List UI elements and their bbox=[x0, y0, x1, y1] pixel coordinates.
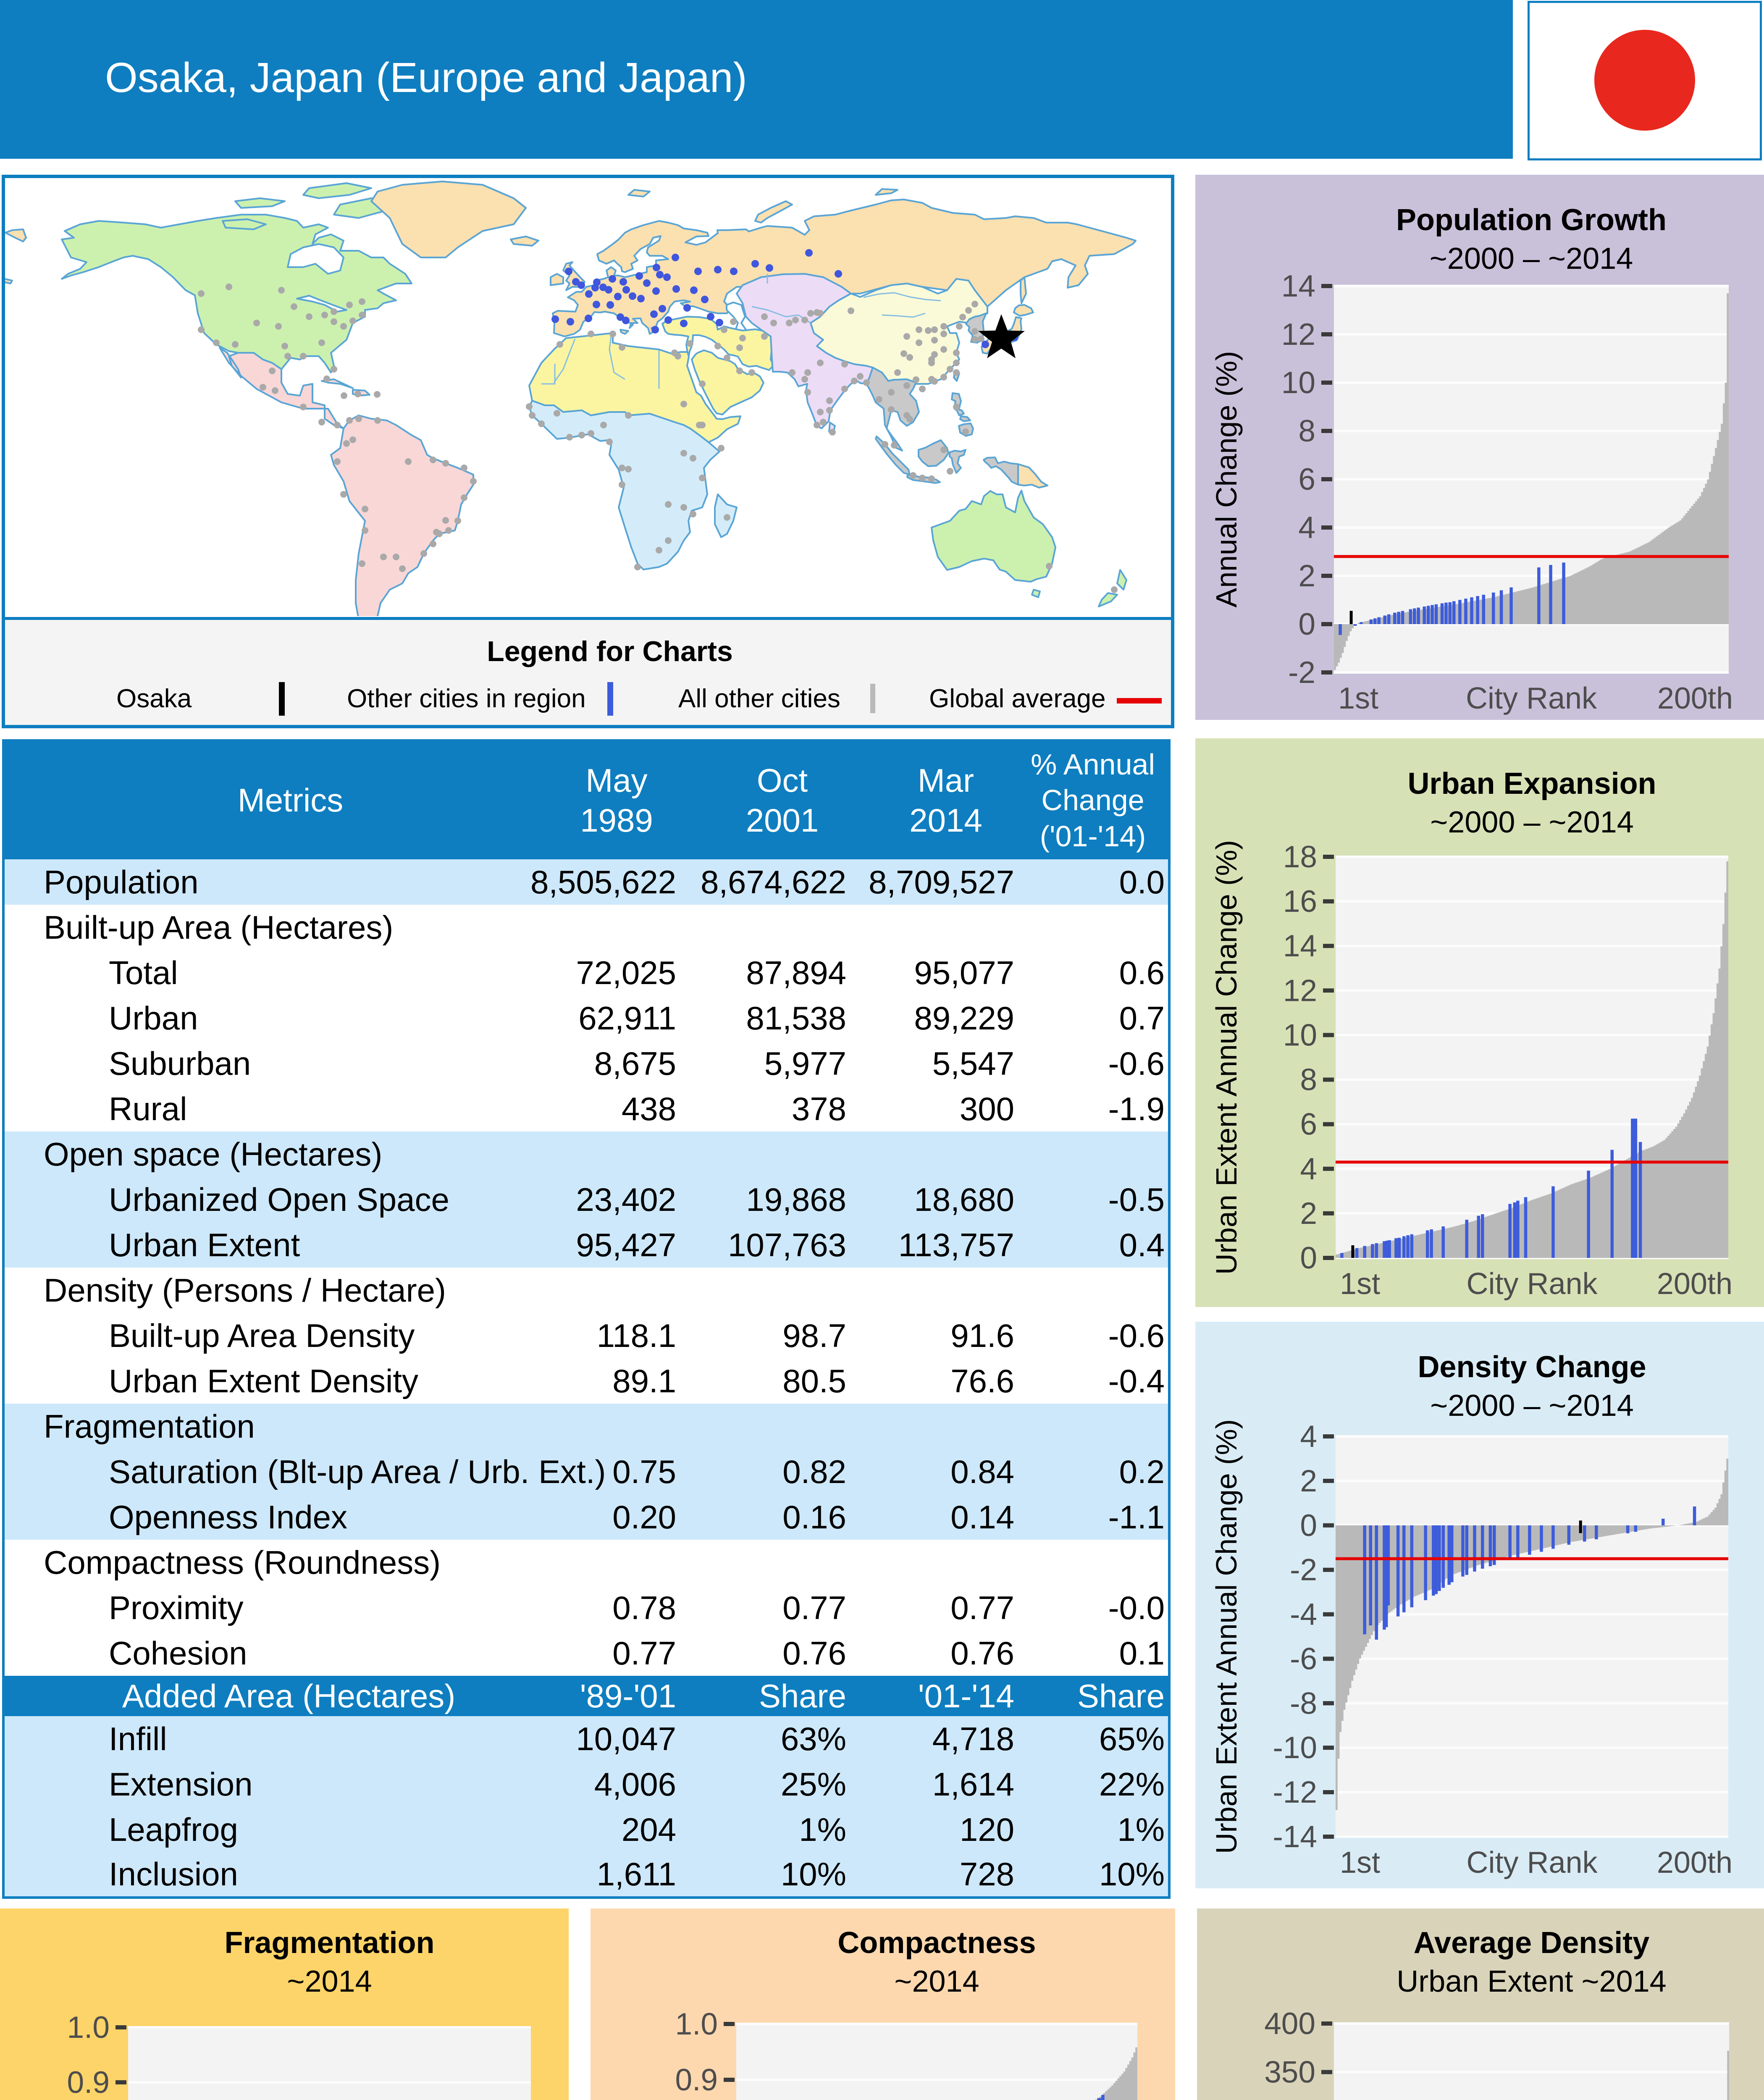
svg-text:~2014: ~2014 bbox=[894, 1965, 979, 1998]
svg-text:City Rank: City Rank bbox=[1466, 1846, 1598, 1880]
svg-text:-10: -10 bbox=[1273, 1731, 1317, 1765]
svg-text:12: 12 bbox=[1281, 318, 1315, 352]
svg-text:200th: 200th bbox=[1657, 682, 1733, 715]
svg-text:Fragmentation: Fragmentation bbox=[224, 1926, 434, 1960]
svg-text:2: 2 bbox=[1298, 559, 1315, 593]
svg-text:0: 0 bbox=[1300, 1241, 1317, 1275]
svg-text:10: 10 bbox=[1281, 366, 1315, 400]
svg-text:10: 10 bbox=[1283, 1018, 1317, 1052]
svg-text:Urban Extent Annual Change (%): Urban Extent Annual Change (%) bbox=[1210, 1419, 1243, 1854]
svg-text:~2000 – ~2014: ~2000 – ~2014 bbox=[1430, 242, 1633, 276]
svg-text:-6: -6 bbox=[1290, 1642, 1317, 1676]
svg-text:200th: 200th bbox=[1657, 1846, 1732, 1880]
svg-text:Urban Extent Annual Change (%): Urban Extent Annual Change (%) bbox=[1210, 840, 1243, 1275]
svg-text:0: 0 bbox=[1298, 607, 1315, 641]
svg-text:4: 4 bbox=[1300, 1152, 1317, 1186]
svg-text:4: 4 bbox=[1300, 1420, 1317, 1454]
svg-text:14: 14 bbox=[1281, 269, 1315, 303]
svg-text:-2: -2 bbox=[1290, 1553, 1317, 1587]
svg-text:Average Density: Average Density bbox=[1414, 1926, 1650, 1960]
svg-text:-8: -8 bbox=[1290, 1686, 1317, 1720]
svg-text:Urban Extent ~2014: Urban Extent ~2014 bbox=[1396, 1965, 1666, 1998]
svg-text:16: 16 bbox=[1283, 885, 1317, 919]
svg-text:1.0: 1.0 bbox=[675, 2007, 718, 2041]
svg-text:City Rank: City Rank bbox=[1466, 682, 1597, 715]
svg-text:4: 4 bbox=[1298, 511, 1315, 545]
svg-text:1st: 1st bbox=[1338, 682, 1378, 715]
svg-text:-2: -2 bbox=[1288, 656, 1315, 690]
svg-text:~2000 – ~2014: ~2000 – ~2014 bbox=[1430, 806, 1634, 839]
svg-text:12: 12 bbox=[1283, 974, 1317, 1008]
svg-text:-4: -4 bbox=[1290, 1598, 1317, 1632]
svg-text:1.0: 1.0 bbox=[67, 2011, 110, 2045]
svg-text:14: 14 bbox=[1283, 929, 1317, 963]
svg-text:Compactness: Compactness bbox=[837, 1926, 1036, 1960]
svg-text:Density Change: Density Change bbox=[1418, 1350, 1646, 1384]
svg-text:Population Growth: Population Growth bbox=[1396, 203, 1667, 237]
svg-text:2: 2 bbox=[1300, 1197, 1317, 1231]
svg-text:~2000 – ~2014: ~2000 – ~2014 bbox=[1430, 1389, 1634, 1423]
svg-text:200th: 200th bbox=[1657, 1267, 1732, 1301]
svg-text:-14: -14 bbox=[1273, 1820, 1317, 1854]
svg-text:1st: 1st bbox=[1340, 1846, 1380, 1880]
svg-text:400: 400 bbox=[1264, 2007, 1315, 2041]
svg-text:350: 350 bbox=[1264, 2055, 1315, 2090]
svg-text:8: 8 bbox=[1300, 1063, 1317, 1097]
svg-text:18: 18 bbox=[1283, 840, 1317, 874]
svg-text:0.9: 0.9 bbox=[67, 2066, 110, 2100]
svg-text:~2014: ~2014 bbox=[287, 1965, 372, 1998]
svg-text:6: 6 bbox=[1298, 462, 1315, 496]
svg-text:8: 8 bbox=[1298, 414, 1315, 448]
svg-text:2: 2 bbox=[1300, 1464, 1317, 1498]
svg-text:City Rank: City Rank bbox=[1466, 1267, 1598, 1301]
svg-text:0.9: 0.9 bbox=[675, 2063, 718, 2097]
svg-text:1st: 1st bbox=[1340, 1267, 1380, 1301]
svg-text:Annual Change (%): Annual Change (%) bbox=[1210, 351, 1243, 608]
svg-text:-12: -12 bbox=[1273, 1775, 1317, 1809]
svg-text:6: 6 bbox=[1300, 1108, 1317, 1142]
svg-text:Urban Expansion: Urban Expansion bbox=[1407, 767, 1656, 801]
svg-text:0: 0 bbox=[1300, 1509, 1317, 1543]
